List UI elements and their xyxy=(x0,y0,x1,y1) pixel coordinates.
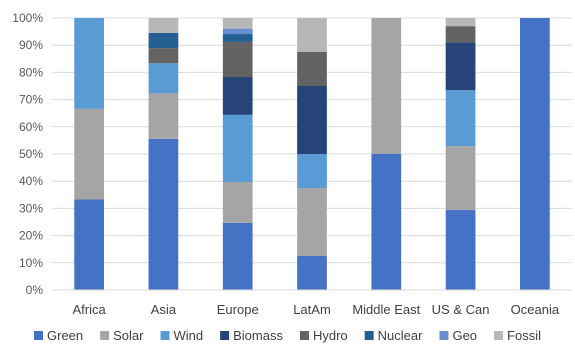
x-category-label: Europe xyxy=(217,302,259,317)
bar-segment-solar xyxy=(148,93,179,139)
x-category-label: Africa xyxy=(73,302,107,317)
y-tick-label: 100% xyxy=(12,11,43,25)
bar-stack-africa xyxy=(74,18,104,290)
legend-label: Fossil xyxy=(507,328,541,343)
bar-stack-us-can xyxy=(445,18,476,290)
legend-label: Nuclear xyxy=(378,328,423,343)
bar-segment-hydro xyxy=(297,52,327,86)
legend-item-wind: Wind xyxy=(160,328,204,343)
bar-segment-solar xyxy=(297,188,327,256)
bar-segment-geo xyxy=(222,28,253,35)
y-tick-label: 60% xyxy=(19,120,43,134)
bar-stack-oceania xyxy=(520,18,550,290)
bar-segment-hydro xyxy=(222,41,253,78)
bar-segment-solar xyxy=(371,18,402,154)
legend-label: Biomass xyxy=(233,328,283,343)
legend-swatch xyxy=(220,331,230,340)
bar-segment-green xyxy=(222,222,253,290)
legend-swatch xyxy=(364,331,374,340)
bar-segment-green xyxy=(371,154,402,290)
bar-stack-europe xyxy=(222,18,253,290)
bar-stack-latam xyxy=(297,18,327,290)
x-category-label: Oceania xyxy=(511,302,560,317)
bar-segment-hydro xyxy=(148,48,179,64)
x-category-label: Middle East xyxy=(352,302,420,317)
bar-segment-green xyxy=(74,199,104,290)
y-tick-label: 70% xyxy=(19,93,43,107)
legend-item-solar: Solar xyxy=(100,328,144,343)
bar-segment-wind xyxy=(222,114,253,183)
legend-swatch xyxy=(100,331,110,340)
legend-label: Green xyxy=(47,328,83,343)
bar-segment-fossil xyxy=(445,18,476,27)
bar-segment-wind xyxy=(74,18,104,109)
y-tick-label: 0% xyxy=(26,283,44,297)
bar-segment-solar xyxy=(74,108,104,200)
bar-segment-solar xyxy=(445,146,476,211)
bar-segment-nuclear xyxy=(222,34,253,42)
legend-label: Wind xyxy=(174,328,204,343)
bar-segment-green xyxy=(520,18,550,290)
bar-segment-fossil xyxy=(148,18,179,33)
y-axis-tick-labels: 0% 10% 20% 30% 40% 50% 60% 70% 80% 90% 100% xyxy=(12,11,43,297)
bar-stack-asia xyxy=(148,18,179,290)
x-category-label: Asia xyxy=(151,302,177,317)
legend: Green Solar Wind Biomass Hydro Nuclear Geo Foss… xyxy=(34,328,541,343)
bar-segment-biomass xyxy=(445,42,476,91)
bar-segment-biomass xyxy=(297,86,327,154)
legend-item-hydro: Hydro xyxy=(299,328,348,343)
bar-segment-wind xyxy=(445,90,476,147)
legend-label: Solar xyxy=(113,328,144,343)
y-tick-label: 20% xyxy=(19,229,43,243)
bar-segment-wind xyxy=(148,63,179,94)
y-tick-label: 80% xyxy=(19,65,43,79)
y-tick-label: 40% xyxy=(19,174,43,188)
bar-segment-green xyxy=(445,210,476,290)
legend-item-fossil: Fossil xyxy=(494,328,541,343)
x-axis-category-labels: Africa Asia Europe LatAm Middle East US & Can… xyxy=(73,302,560,317)
bar-segment-green xyxy=(148,138,179,290)
x-category-label: US & Can xyxy=(432,302,490,317)
bar-stack-middle-east xyxy=(371,18,402,290)
bar-segment-fossil xyxy=(222,18,253,29)
bar-segment-fossil xyxy=(297,18,327,52)
legend-swatch xyxy=(160,331,170,340)
legend-item-nuclear: Nuclear xyxy=(364,328,423,343)
y-tick-label: 90% xyxy=(19,38,43,52)
legend-swatch xyxy=(494,331,504,340)
legend-label: Hydro xyxy=(313,328,348,343)
legend-swatch xyxy=(34,331,43,340)
x-category-label: LatAm xyxy=(293,302,331,317)
bar-segment-nuclear xyxy=(148,32,179,49)
legend-swatch xyxy=(299,331,309,340)
y-tick-label: 50% xyxy=(19,147,43,161)
legend-item-geo: Geo xyxy=(439,328,477,343)
legend-item-biomass: Biomass xyxy=(220,328,283,343)
y-tick-label: 30% xyxy=(19,201,43,215)
bar-segment-hydro xyxy=(445,26,476,43)
legend-label: Geo xyxy=(452,328,477,343)
bar-segment-biomass xyxy=(222,77,253,115)
legend-item-green: Green xyxy=(34,328,83,343)
legend-swatch xyxy=(439,331,449,340)
y-tick-label: 10% xyxy=(19,256,43,270)
bar-segment-solar xyxy=(222,182,253,223)
bars xyxy=(74,18,550,290)
bar-segment-wind xyxy=(297,154,327,188)
bar-segment-green xyxy=(297,256,327,290)
